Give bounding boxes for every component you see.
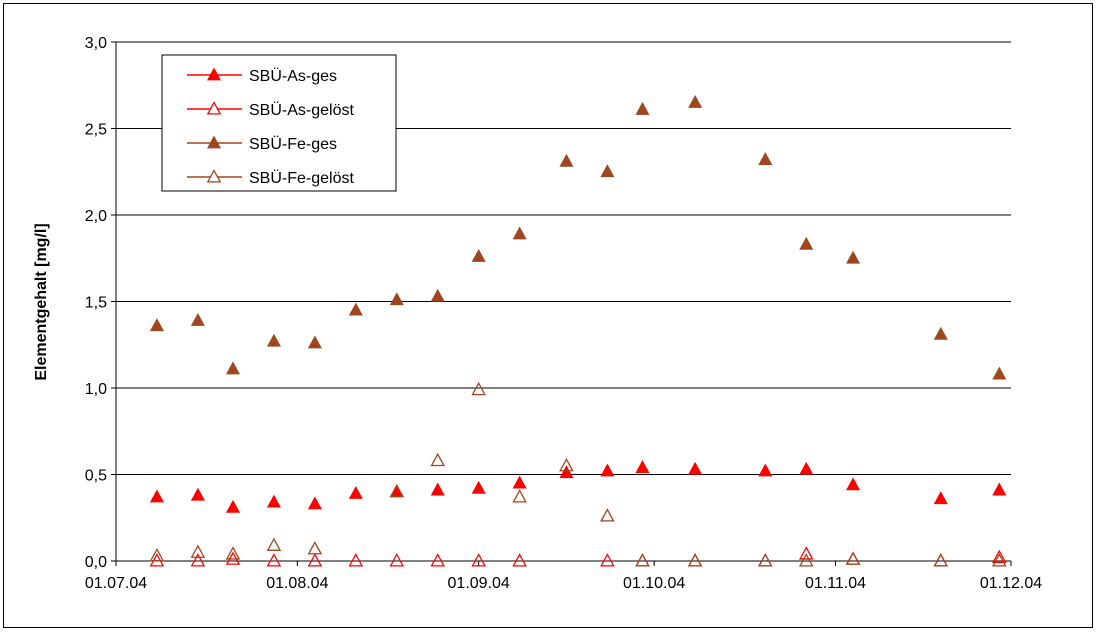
data-point-series-1: [430, 482, 445, 496]
data-point-series-1: [307, 496, 322, 510]
x-tick-label: 01.07.04: [85, 575, 147, 592]
data-point-series-4: [992, 553, 1007, 567]
data-point-series-1: [846, 477, 861, 491]
data-point-series-1: [190, 487, 205, 501]
data-point-series-4: [687, 553, 703, 567]
data-point-series-3: [471, 248, 486, 262]
data-point-series-2: [190, 553, 206, 567]
data-point-series-1: [348, 485, 363, 499]
legend-label: SBÜ-Fe-gelöst: [249, 169, 354, 187]
data-point-series-1: [149, 489, 164, 503]
data-point-series-1: [799, 461, 814, 475]
data-point-series-4: [635, 553, 650, 567]
data-point-series-1: [600, 463, 615, 477]
y-tick-label: 3,0: [85, 35, 107, 52]
data-point-series-3: [635, 101, 650, 115]
data-point-series-2: [992, 549, 1007, 564]
y-tick-label: 0,0: [85, 554, 107, 571]
y-tick-label: 2,0: [85, 208, 107, 225]
x-tick-label: 01.08.04: [266, 575, 328, 592]
y-tick-label: 1,5: [85, 295, 107, 312]
data-point-series-2: [389, 553, 405, 567]
data-point-series-4: [758, 553, 773, 567]
x-tick-label: 01.11.04: [805, 575, 866, 592]
data-point-series-1: [471, 480, 486, 494]
legend-marker: [206, 169, 222, 183]
data-point-series-3: [758, 152, 773, 166]
legend-marker: [206, 101, 222, 115]
data-point-series-1: [225, 499, 241, 513]
data-point-series-1: [688, 461, 703, 475]
data-point-series-3: [348, 302, 363, 316]
y-axis-label: Elementgehalt [mg/l]: [33, 223, 50, 380]
data-point-series-3: [688, 95, 703, 108]
legend-label: SBÜ-As-gelöst: [249, 101, 354, 119]
data-point-series-4: [389, 483, 405, 498]
data-point-series-1: [933, 491, 948, 505]
data-point-series-3: [846, 250, 861, 264]
data-point-series-3: [799, 236, 814, 250]
data-point-series-3: [225, 361, 241, 375]
data-point-series-1: [635, 460, 650, 473]
data-point-series-4: [933, 553, 949, 567]
data-point-series-1: [266, 494, 281, 508]
data-point-series-3: [307, 335, 322, 349]
data-point-series-2: [512, 553, 527, 567]
y-tick-label: 2,5: [85, 122, 107, 139]
data-point-series-4: [798, 553, 814, 567]
data-point-series-2: [430, 553, 445, 567]
data-point-series-2: [266, 553, 282, 567]
data-point-series-3: [512, 226, 527, 240]
data-point-series-3: [430, 288, 445, 302]
data-point-series-3: [389, 292, 404, 306]
legend-box: [161, 54, 397, 192]
legend-marker: [206, 135, 222, 149]
data-points: [149, 95, 1007, 567]
data-point-series-3: [933, 326, 948, 340]
data-point-series-3: [992, 366, 1007, 380]
data-point-series-2: [600, 553, 615, 567]
data-point-series-4: [225, 546, 241, 560]
data-point-series-4: [266, 537, 282, 551]
data-point-series-3: [600, 164, 615, 178]
x-tick-label: 01.09.04: [448, 575, 510, 592]
data-point-series-4: [471, 381, 486, 396]
data-point-series-1: [559, 465, 574, 479]
data-point-series-3: [559, 153, 574, 167]
x-tick-label: 01.10.04: [623, 575, 685, 592]
x-tick-label: 01.12.04: [980, 575, 1042, 592]
data-point-series-2: [348, 553, 364, 567]
y-tick-label: 0,5: [85, 468, 107, 485]
y-tick-label: 1,0: [85, 381, 107, 398]
data-point-series-3: [190, 312, 205, 326]
data-point-series-1: [758, 463, 773, 477]
data-point-series-3: [149, 318, 164, 332]
data-point-series-4: [307, 541, 323, 555]
data-point-series-4: [845, 551, 861, 565]
data-point-series-4: [149, 547, 165, 562]
axes: 0,0 0,5 1,0 1,5 2,0 2,5 3,0 01.07.04 01.08.04 01.…: [85, 35, 1042, 592]
data-point-series-4: [430, 452, 445, 467]
data-point-series-1: [512, 475, 527, 489]
legend: SBÜ-As-ges SBÜ-As-gelöst SBÜ-Fe-ges SBÜ-Fe-…: [161, 54, 397, 192]
legend-marker: [206, 67, 222, 81]
data-point-series-4: [600, 508, 615, 522]
data-point-series-1: [992, 482, 1007, 496]
data-point-series-4: [512, 489, 527, 503]
data-point-series-4: [190, 544, 206, 558]
legend-label: SBÜ-As-ges: [249, 67, 337, 85]
data-point-series-2: [798, 546, 814, 560]
data-point-series-2: [471, 553, 486, 567]
data-point-series-3: [266, 333, 281, 347]
data-point-series-2: [307, 553, 323, 567]
data-point-series-4: [559, 457, 574, 472]
legend-label: SBÜ-Fe-ges: [249, 135, 337, 153]
